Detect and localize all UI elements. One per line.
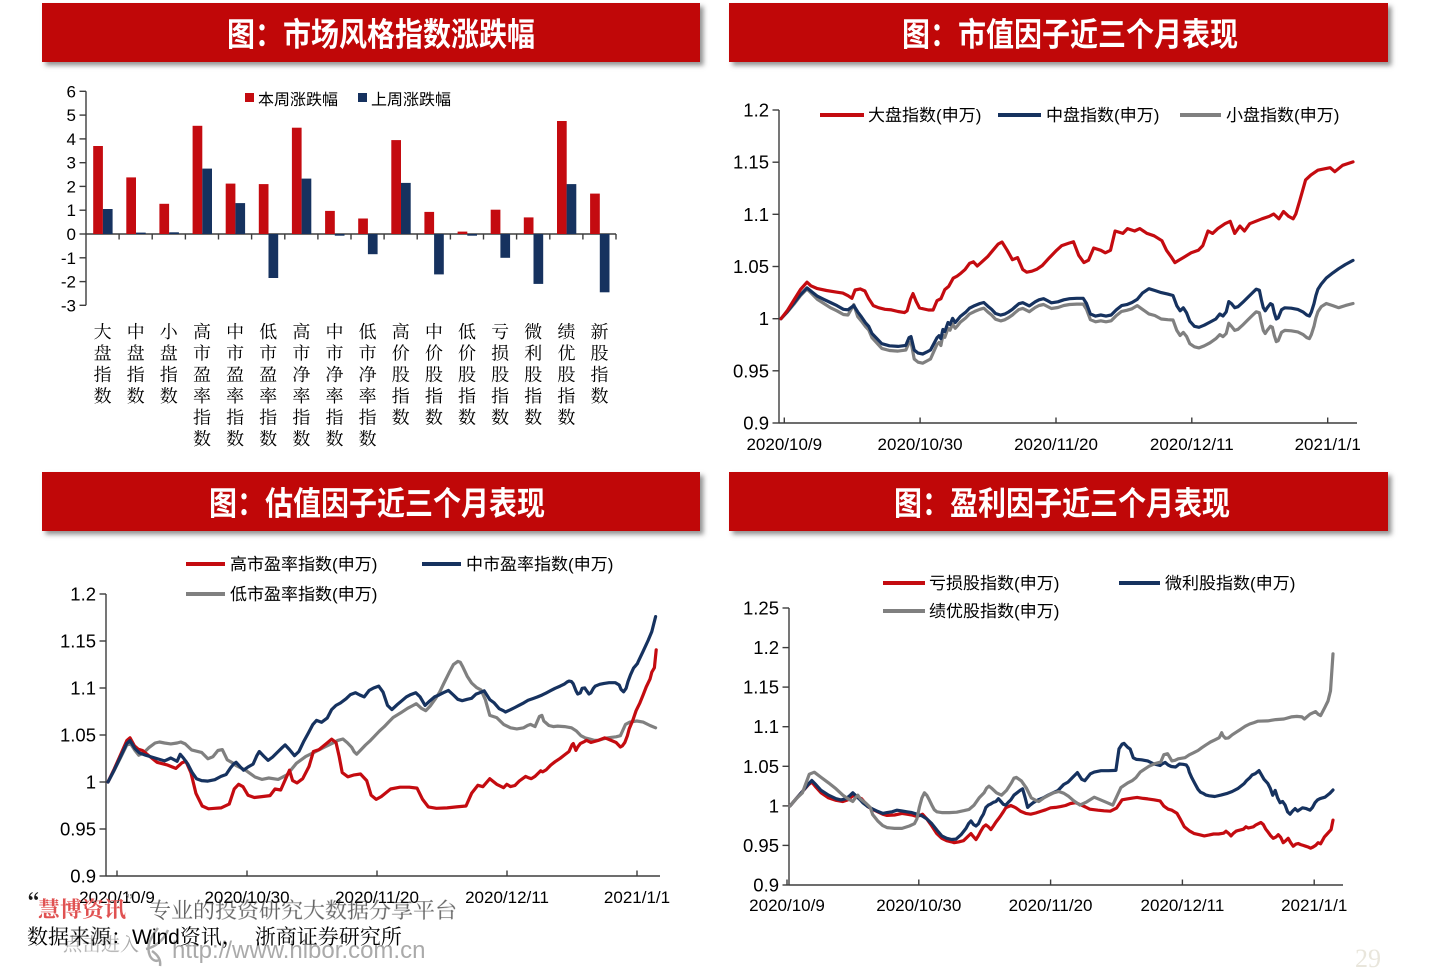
- svg-text:29: 29: [1355, 944, 1381, 973]
- svg-text:): ): [608, 555, 614, 574]
- svg-text:5: 5: [67, 106, 76, 125]
- svg-text:2020/10/30: 2020/10/30: [878, 435, 963, 454]
- svg-text:1.1: 1.1: [753, 716, 779, 737]
- svg-text:0: 0: [67, 225, 76, 244]
- svg-text:2: 2: [67, 177, 76, 196]
- svg-text:1.2: 1.2: [753, 637, 779, 658]
- svg-text:0.9: 0.9: [743, 413, 769, 434]
- svg-text:): ): [1290, 574, 1296, 593]
- svg-text:0.9: 0.9: [753, 875, 779, 896]
- svg-text:4: 4: [67, 130, 76, 149]
- svg-text:(: (: [1294, 106, 1300, 125]
- svg-text:(: (: [568, 555, 574, 574]
- svg-text:1.15: 1.15: [733, 152, 769, 173]
- svg-text:): ): [1054, 602, 1060, 621]
- svg-text:0.95: 0.95: [743, 835, 779, 856]
- svg-text:2020/11/20: 2020/11/20: [335, 888, 419, 907]
- svg-text:(: (: [936, 106, 942, 125]
- svg-text:1.2: 1.2: [743, 100, 769, 121]
- svg-text:0.95: 0.95: [60, 819, 96, 840]
- svg-text:): ): [976, 106, 982, 125]
- svg-text:1.2: 1.2: [70, 584, 96, 605]
- svg-text:2020/10/9: 2020/10/9: [749, 896, 825, 915]
- svg-text:1: 1: [67, 201, 76, 220]
- svg-text:http://www.hibor.com.cn: http://www.hibor.com.cn: [172, 937, 425, 964]
- svg-text:2020/10/9: 2020/10/9: [746, 435, 822, 454]
- svg-text:1: 1: [769, 795, 779, 816]
- svg-text:3: 3: [67, 154, 76, 173]
- svg-text:2020/11/20: 2020/11/20: [1009, 896, 1093, 915]
- svg-text:0.9: 0.9: [70, 866, 96, 887]
- svg-text:): ): [372, 555, 378, 574]
- svg-text:”: ”: [126, 891, 133, 913]
- svg-text:1: 1: [86, 772, 96, 793]
- svg-text:1.05: 1.05: [733, 256, 769, 277]
- svg-text:2020/10/9: 2020/10/9: [79, 888, 155, 907]
- svg-text:): ): [1054, 574, 1060, 593]
- svg-text:2020/10/30: 2020/10/30: [876, 896, 961, 915]
- svg-text:): ): [1154, 106, 1160, 125]
- svg-text:2020/12/11: 2020/12/11: [1150, 435, 1234, 454]
- svg-text:2021/1/1: 2021/1/1: [1281, 896, 1347, 915]
- svg-text:1.15: 1.15: [743, 677, 779, 698]
- svg-text:1.15: 1.15: [60, 631, 96, 652]
- svg-text:1.05: 1.05: [743, 756, 779, 777]
- svg-text:2020/12/11: 2020/12/11: [1140, 896, 1224, 915]
- svg-text:-1: -1: [61, 249, 76, 268]
- svg-text:2020/12/11: 2020/12/11: [465, 888, 549, 907]
- svg-text:0.95: 0.95: [733, 360, 769, 381]
- svg-text:2021/1/1: 2021/1/1: [1295, 435, 1361, 454]
- svg-text:(: (: [1250, 574, 1256, 593]
- svg-text:(: (: [1114, 106, 1120, 125]
- svg-text:1.25: 1.25: [743, 598, 779, 619]
- svg-text:2021/1/1: 2021/1/1: [604, 888, 670, 907]
- svg-text:6: 6: [67, 82, 76, 101]
- svg-text:1.05: 1.05: [60, 725, 96, 746]
- svg-text:): ): [372, 585, 378, 604]
- svg-text:(: (: [332, 555, 338, 574]
- svg-text:(: (: [1014, 574, 1020, 593]
- svg-text:1: 1: [759, 308, 769, 329]
- svg-text:(: (: [1014, 602, 1020, 621]
- svg-text:1.1: 1.1: [70, 678, 96, 699]
- svg-text:2020/11/20: 2020/11/20: [1014, 435, 1098, 454]
- svg-text:1.1: 1.1: [743, 204, 769, 225]
- svg-text:(: (: [332, 585, 338, 604]
- svg-text:Wind: Wind: [132, 926, 180, 949]
- svg-text:): ): [1334, 106, 1340, 125]
- svg-text:-2: -2: [61, 273, 76, 292]
- svg-text:-3: -3: [61, 296, 76, 315]
